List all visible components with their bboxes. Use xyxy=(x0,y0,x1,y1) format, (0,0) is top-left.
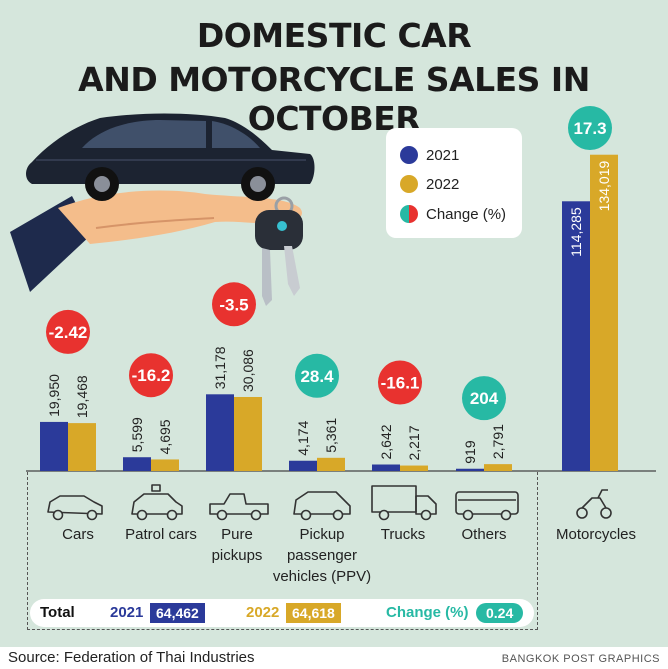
bus-icon xyxy=(455,491,519,521)
bar-2022-3 xyxy=(317,457,345,471)
value-label-2022-2: 30,086 xyxy=(240,349,256,392)
graphics-credit: BANGKOK POST GRAPHICS xyxy=(501,653,660,665)
category-label-motorcycles: Motorcycles xyxy=(555,526,637,543)
legend-swatch-2022 xyxy=(400,175,418,193)
legend-label-2022: 2022 xyxy=(426,175,460,193)
change-badge-4 xyxy=(378,360,422,405)
totals-2021-value: 64,462 xyxy=(150,603,205,623)
legend-swatch-change xyxy=(400,205,418,223)
change-badge-0 xyxy=(46,309,90,354)
bar-2021-0 xyxy=(40,421,68,471)
totals-change-label: Change (%) xyxy=(386,604,469,621)
change-label-2: -3.5 xyxy=(219,295,248,314)
value-label-2021-3: 4,174 xyxy=(295,420,311,455)
change-label-3: 28.4 xyxy=(300,367,334,386)
car-keys-illustration xyxy=(10,113,315,306)
category-label-cars: Cars xyxy=(62,526,94,543)
legend: 2021 2022 Change (%) xyxy=(386,128,522,238)
change-label-0: -2.42 xyxy=(49,323,88,342)
value-label-2021-4: 2,642 xyxy=(378,424,394,459)
legend-label-2021: 2021 xyxy=(426,146,460,164)
source-note: Source: Federation of Thai Industries xyxy=(8,649,255,666)
value-label-2022-5: 2,791 xyxy=(490,424,506,459)
bar-2022-2 xyxy=(234,396,262,471)
bar-2021-3 xyxy=(289,460,317,471)
change-label-1: -16.2 xyxy=(132,366,171,385)
totals-label: Total xyxy=(40,604,75,621)
value-label-2022-0: 19,468 xyxy=(74,375,90,418)
bar-2022-6 xyxy=(590,154,618,472)
value-label-2021-2: 31,178 xyxy=(212,346,228,389)
legend-label-change: Change (%) xyxy=(426,205,507,223)
totals-2022-label: 2022 xyxy=(246,604,280,621)
category-label-patrol-cars: Patrol cars xyxy=(125,526,197,543)
value-label-2021-5: 919 xyxy=(462,440,478,464)
change-badge-2 xyxy=(212,282,256,327)
value-label-2022-6: 134,019 xyxy=(596,161,612,212)
legend-item-change: Change (%) xyxy=(400,203,506,225)
chart-title-line-2: AND MOTORCYCLE SALES IN OCTOBER xyxy=(78,60,590,138)
category-label-ppv: Pickup passenger vehicles (PPV) xyxy=(272,526,372,585)
bar-2021-6 xyxy=(562,201,590,471)
change-label-4: -16.1 xyxy=(381,374,420,393)
value-label-2022-1: 4,695 xyxy=(157,419,173,454)
change-label-5: 204 xyxy=(470,389,499,408)
bar-2022-4 xyxy=(400,465,428,471)
footer: Source: Federation of Thai Industries BA… xyxy=(0,647,668,669)
category-label-pure-pickups: Pure pickups xyxy=(211,526,263,564)
legend-swatch-2021 xyxy=(400,146,418,164)
chart-title-line-1: DOMESTIC CAR xyxy=(196,16,472,55)
totals-2021-label: 2021 xyxy=(110,604,144,621)
car-icon xyxy=(47,495,103,521)
change-badge-1 xyxy=(129,353,173,398)
value-label-2021-6: 114,285 xyxy=(568,207,584,257)
value-label-2022-4: 2,217 xyxy=(406,425,422,460)
bar-2022-0 xyxy=(68,423,96,471)
bar-2022-5 xyxy=(484,464,512,471)
totals-change-value: 0.24 xyxy=(476,603,524,623)
pickup-icon xyxy=(209,493,269,521)
truck-icon xyxy=(371,485,437,521)
change-badge-6 xyxy=(568,106,612,150)
patrol-car-icon xyxy=(131,484,183,521)
legend-item-2021: 2021 xyxy=(400,144,459,166)
category-label-others: Others xyxy=(461,526,507,543)
value-label-2021-1: 5,599 xyxy=(129,417,145,452)
bar-2022-1 xyxy=(151,459,179,471)
value-label-2022-3: 5,361 xyxy=(323,418,339,453)
car-categories-group-border xyxy=(27,472,538,630)
totals-2022-value: 64,618 xyxy=(286,603,341,623)
bar-2021-1 xyxy=(123,457,151,471)
legend-item-2022: 2022 xyxy=(400,173,459,195)
bar-2021-2 xyxy=(206,394,234,471)
totals-bar: Total 2021 64,462 2022 64,618 Change (%)… xyxy=(30,599,534,627)
ppv-icon xyxy=(293,491,351,521)
value-label-2021-0: 19,950 xyxy=(46,374,62,417)
category-label-trucks: Trucks xyxy=(380,526,426,543)
scooter-icon xyxy=(576,489,612,519)
bar-2021-5 xyxy=(456,468,484,471)
change-badge-5 xyxy=(462,376,506,421)
category-icons xyxy=(47,484,612,521)
change-badge-3 xyxy=(295,353,339,398)
change-label-6: 17.3 xyxy=(573,119,606,138)
bar-2021-4 xyxy=(372,464,400,471)
